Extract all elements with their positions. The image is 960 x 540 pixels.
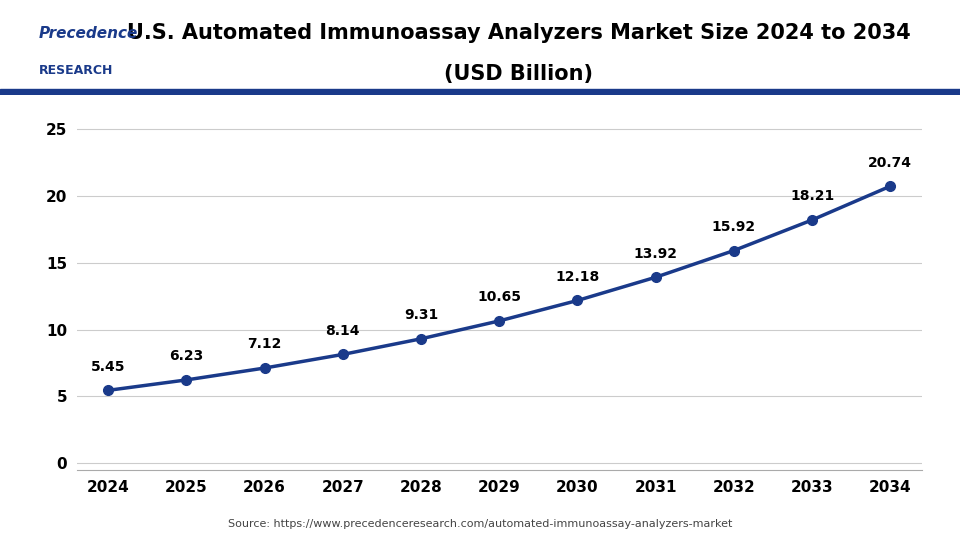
- Text: 20.74: 20.74: [868, 156, 912, 170]
- Text: Precedence: Precedence: [38, 25, 138, 40]
- Text: 18.21: 18.21: [790, 190, 834, 203]
- Text: Source: https://www.precedenceresearch.com/automated-immunoassay-analyzers-marke: Source: https://www.precedenceresearch.c…: [228, 519, 732, 529]
- Bar: [0, 89, 960, 94]
- Text: RESEARCH: RESEARCH: [38, 64, 112, 77]
- Text: 12.18: 12.18: [555, 270, 600, 284]
- Text: 8.14: 8.14: [325, 324, 360, 338]
- Text: (USD Billion): (USD Billion): [444, 64, 593, 84]
- Text: 7.12: 7.12: [248, 338, 281, 352]
- Text: U.S. Automated Immunoassay Analyzers Market Size 2024 to 2034: U.S. Automated Immunoassay Analyzers Mar…: [127, 23, 910, 43]
- Text: 15.92: 15.92: [711, 220, 756, 234]
- Text: 6.23: 6.23: [169, 349, 204, 363]
- Text: 10.65: 10.65: [477, 291, 521, 304]
- Text: 5.45: 5.45: [91, 360, 126, 374]
- Text: 9.31: 9.31: [404, 308, 438, 322]
- Text: 13.92: 13.92: [634, 247, 678, 261]
